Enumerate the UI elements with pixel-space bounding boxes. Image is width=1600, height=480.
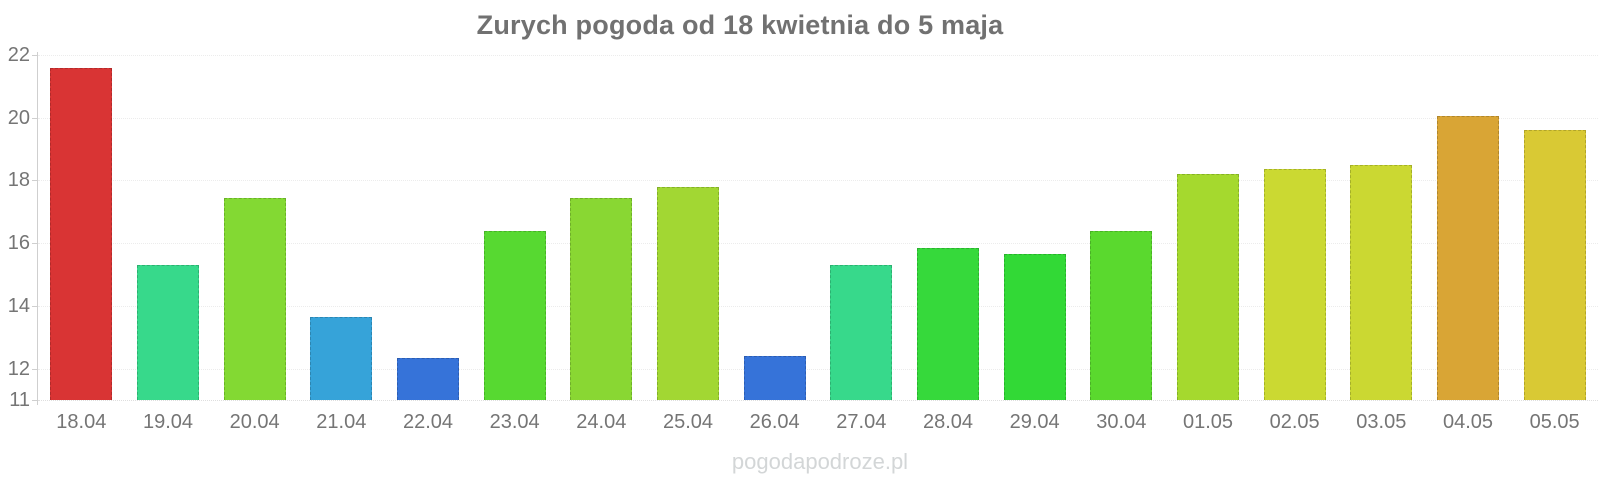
y-tick-mark-22	[32, 55, 38, 56]
bar-30.04[interactable]	[1090, 230, 1153, 400]
x-tick-label-01.05: 01.05	[1182, 411, 1234, 433]
x-tick-label-02.05: 02.05	[1269, 411, 1320, 433]
x-tick-label-24.04: 24.04	[576, 411, 627, 433]
y-tick-label-20: 20	[7, 106, 30, 129]
y-tick-label-14: 14	[7, 294, 30, 317]
y-tick-label-11: 11	[9, 389, 30, 411]
x-tick-label-21.04: 21.04	[316, 411, 367, 433]
x-tick-label-23.04: 23.04	[489, 411, 540, 433]
y-tick-mark-12	[32, 368, 38, 370]
y-axis-labels: 22 20 18 16 14 12 11	[0, 45, 30, 410]
y-tick-mark-16	[32, 243, 38, 245]
gridline-14	[38, 305, 1598, 307]
bar-24.04[interactable]	[570, 197, 633, 400]
bar-02.05[interactable]	[1263, 169, 1326, 400]
bar-22.04[interactable]	[397, 357, 459, 400]
y-tick-label-16: 16	[7, 232, 30, 255]
y-tick-label-22: 22	[7, 44, 30, 66]
bar-28.04[interactable]	[917, 247, 979, 400]
bar-05.05[interactable]	[1523, 130, 1586, 400]
y-tick-mark-20	[32, 117, 38, 119]
gridline-16	[38, 243, 1598, 245]
x-tick-label-27.04: 27.04	[836, 411, 887, 433]
bar-23.04[interactable]	[483, 230, 546, 400]
bar-19.04[interactable]	[137, 265, 199, 400]
bar-25.04[interactable]	[657, 186, 719, 400]
gridline-22	[38, 55, 1598, 56]
x-tick-label-04.05: 04.05	[1442, 411, 1494, 433]
gridline-11	[38, 400, 1598, 401]
x-tick-label-22.04: 22.04	[402, 411, 454, 433]
bar-03.05[interactable]	[1350, 164, 1413, 400]
y-tick-mark-11	[32, 400, 38, 401]
x-tick-label-26.04: 26.04	[749, 411, 800, 433]
gridline-12	[38, 368, 1598, 370]
bar-27.04[interactable]	[830, 265, 893, 400]
bar-18.04[interactable]	[50, 67, 113, 400]
plot-area	[38, 55, 1598, 401]
bar-26.04[interactable]	[743, 356, 806, 400]
x-axis-labels: 18.04 19.04 20.04 21.04 22.04 23.04 24.04 25.04…	[38, 408, 1598, 438]
y-tick-label-12: 12	[7, 357, 30, 380]
bar-29.04[interactable]	[1003, 254, 1066, 400]
y-tick-label-18: 18	[7, 169, 30, 192]
x-tick-label-25.04: 25.04	[662, 411, 714, 433]
x-tick-label-29.04: 29.04	[1009, 411, 1060, 433]
x-tick-label-03.05: 03.05	[1356, 411, 1407, 433]
gridline-18	[38, 180, 1598, 182]
x-tick-label-18.04: 18.04	[56, 411, 107, 433]
chart-title: Zurych pogoda od 18 kwietnia do 5 maja	[476, 10, 1004, 40]
x-tick-label-19.04: 19.04	[142, 411, 194, 433]
x-tick-label-05.05: 05.05	[1529, 411, 1580, 433]
watermark: pogodapodroze.pl	[731, 449, 909, 474]
x-tick-label-30.04: 30.04	[1096, 411, 1147, 433]
y-axis-line	[37, 52, 38, 405]
x-tick-label-20.04: 20.04	[229, 411, 280, 433]
bar-04.05[interactable]	[1437, 116, 1499, 400]
x-tick-label-28.04: 28.04	[922, 411, 974, 433]
y-tick-mark-18	[32, 180, 38, 182]
bar-01.05[interactable]	[1177, 174, 1239, 400]
gridline-20	[38, 117, 1598, 119]
y-tick-mark-14	[32, 305, 38, 307]
bar-20.04[interactable]	[223, 197, 286, 400]
bar-21.04[interactable]	[310, 316, 373, 400]
